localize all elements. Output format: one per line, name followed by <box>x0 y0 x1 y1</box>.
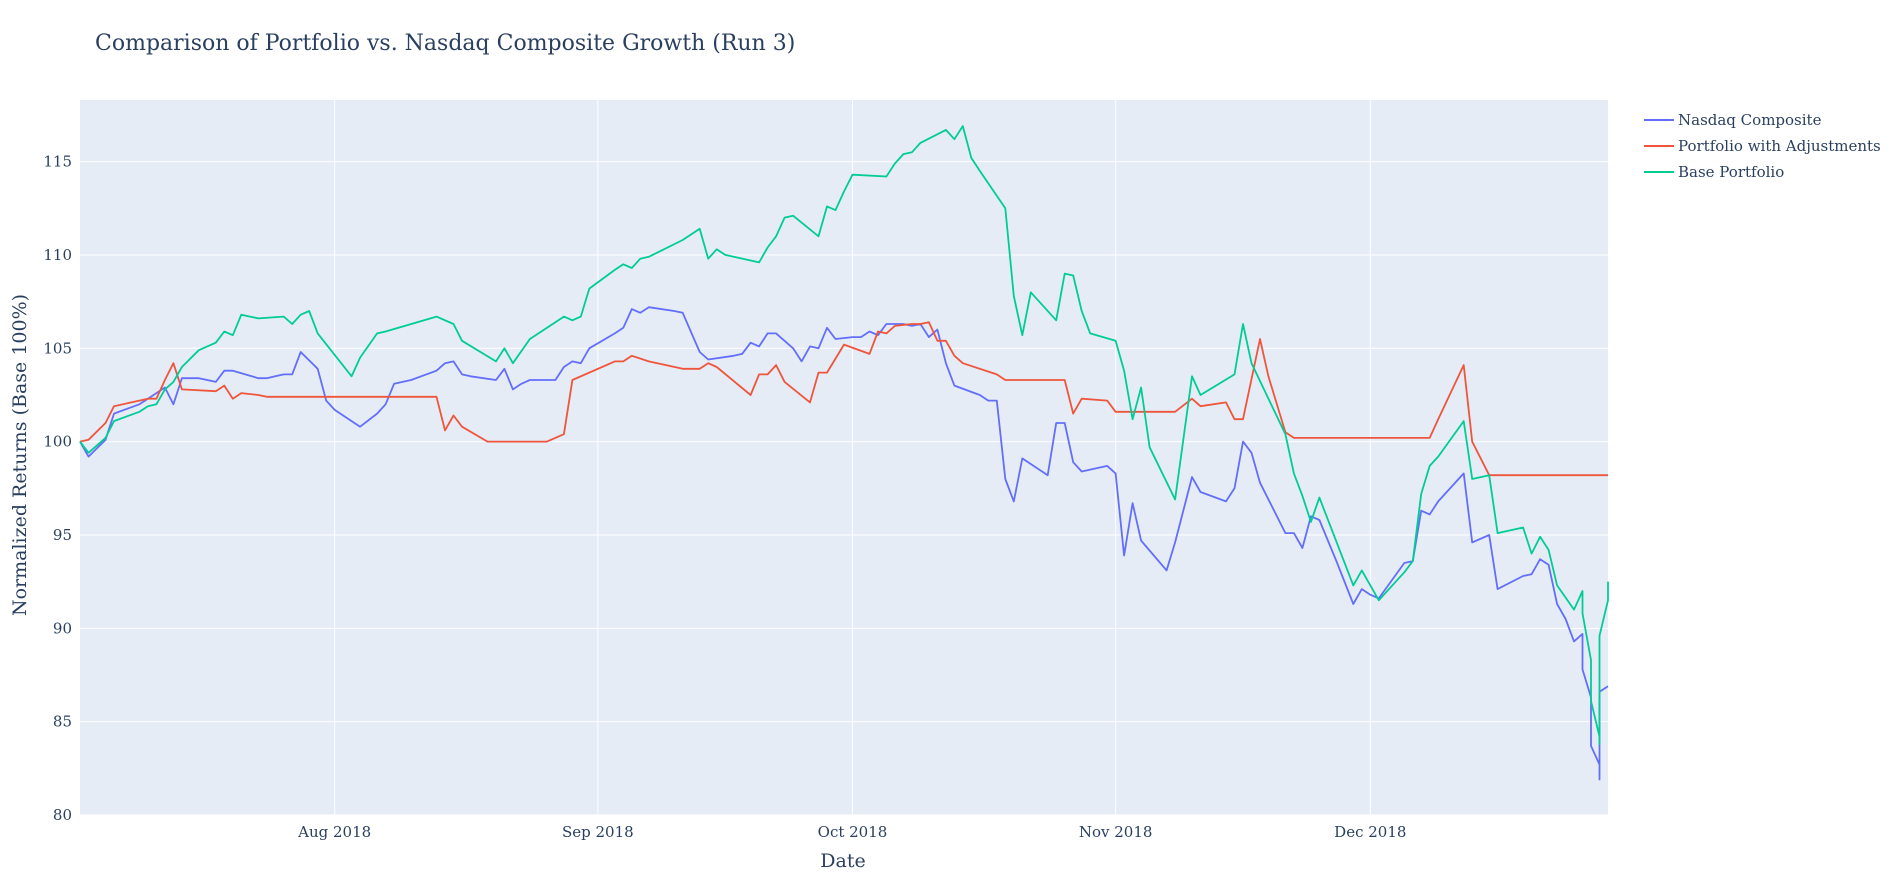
series-line-3 <box>79 125 1609 745</box>
y-tick-label: 90 <box>53 619 72 637</box>
y-tick-label: 85 <box>53 713 72 731</box>
legend-label: Base Portfolio <box>1678 163 1784 181</box>
legend[interactable]: Nasdaq Composite Portfolio with Adjustmen… <box>1644 111 1881 181</box>
y-tick-label: 110 <box>43 246 72 264</box>
legend-label: Nasdaq Composite <box>1678 111 1822 129</box>
chart-title: Comparison of Portfolio vs. Nasdaq Compo… <box>95 31 795 56</box>
y-axis-title: Normalized Returns (Base 100%) <box>9 294 31 616</box>
y-tick-label: 100 <box>43 433 72 451</box>
x-tick-label: Oct 2018 <box>818 823 888 841</box>
legend-item-1[interactable]: Nasdaq Composite <box>1644 111 1822 129</box>
y-tick-label: 80 <box>53 806 72 824</box>
x-axis-ticks: Aug 2018 Sep 2018 Oct 2018 Nov 2018 Dec 2018 <box>297 823 1406 841</box>
gridlines <box>80 100 1608 816</box>
x-tick-label: Nov 2018 <box>1079 823 1153 841</box>
y-axis-ticks: 80 85 90 95 100 105 110 115 <box>43 153 72 824</box>
x-tick-label: Sep 2018 <box>562 823 634 841</box>
legend-item-2[interactable]: Portfolio with Adjustments <box>1644 137 1881 155</box>
series-line-2 <box>79 321 1608 477</box>
plot-area <box>80 100 1608 815</box>
series-line-1 <box>79 306 1609 781</box>
legend-label: Portfolio with Adjustments <box>1678 137 1881 155</box>
x-tick-label: Dec 2018 <box>1334 823 1406 841</box>
y-tick-label: 105 <box>43 339 72 357</box>
series-lines <box>79 125 1609 781</box>
x-axis-title: Date <box>820 850 865 872</box>
legend-item-3[interactable]: Base Portfolio <box>1644 163 1784 181</box>
y-tick-label: 95 <box>53 526 72 544</box>
y-tick-label: 115 <box>43 153 72 171</box>
x-tick-label: Aug 2018 <box>297 823 371 841</box>
